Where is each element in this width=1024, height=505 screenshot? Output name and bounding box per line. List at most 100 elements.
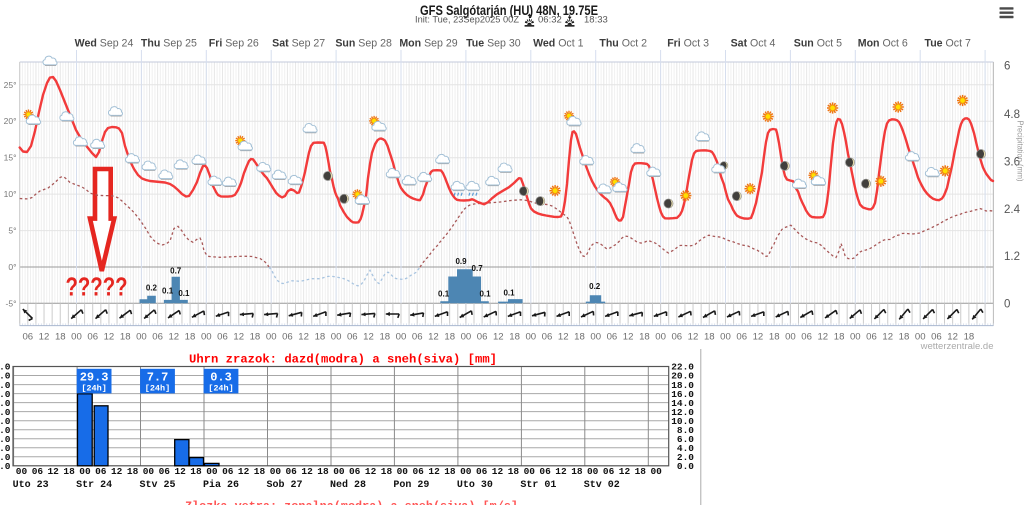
- svg-text:20°: 20°: [4, 116, 17, 126]
- svg-text:6.0: 6.0: [0, 434, 11, 445]
- svg-text:2.0: 2.0: [677, 452, 694, 463]
- svg-text:Wed Oct 1: Wed Oct 1: [533, 38, 584, 50]
- svg-text:18: 18: [120, 332, 131, 343]
- svg-text:00: 00: [333, 466, 345, 477]
- svg-text:18.0: 18.0: [0, 380, 11, 391]
- svg-text:12: 12: [882, 332, 893, 343]
- svg-text:00: 00: [785, 332, 796, 343]
- svg-text:2.0: 2.0: [0, 452, 11, 463]
- svg-text:Sun Sep 28: Sun Sep 28: [335, 38, 392, 50]
- svg-text:06: 06: [736, 332, 747, 343]
- svg-text:Wed Sep 24: Wed Sep 24: [75, 38, 134, 50]
- svg-text:Sun Oct 5: Sun Oct 5: [794, 38, 842, 50]
- svg-text:18: 18: [444, 332, 455, 343]
- svg-text:Fri Sep 26: Fri Sep 26: [209, 38, 259, 50]
- svg-text:Mon Oct 6: Mon Oct 6: [858, 38, 908, 50]
- svg-text:20.0: 20.0: [0, 371, 11, 382]
- svg-text:Mon Sep 29: Mon Sep 29: [399, 38, 457, 50]
- svg-text:[24h]: [24h]: [208, 384, 234, 394]
- svg-text:14.0: 14.0: [671, 398, 694, 409]
- svg-text:06: 06: [801, 332, 812, 343]
- svg-text:12: 12: [619, 466, 631, 477]
- svg-text:06: 06: [32, 466, 44, 477]
- svg-text:6: 6: [1004, 61, 1010, 73]
- svg-text:06: 06: [22, 332, 33, 343]
- svg-text:4.0: 4.0: [677, 443, 694, 454]
- svg-text:12: 12: [365, 466, 377, 477]
- svg-text:18: 18: [444, 466, 456, 477]
- svg-text:12.0: 12.0: [671, 407, 694, 418]
- svg-text:00: 00: [71, 332, 82, 343]
- svg-text:00: 00: [266, 332, 277, 343]
- svg-text:06: 06: [671, 332, 682, 343]
- svg-text:18: 18: [964, 332, 975, 343]
- svg-text:0.1: 0.1: [178, 289, 190, 298]
- svg-text:14.0: 14.0: [0, 398, 11, 409]
- svg-text:12: 12: [363, 332, 374, 343]
- svg-text:10.0: 10.0: [0, 416, 11, 427]
- svg-text:18: 18: [185, 332, 196, 343]
- svg-text:00: 00: [397, 466, 409, 477]
- svg-text:12: 12: [233, 332, 244, 343]
- svg-text:29.3: 29.3: [80, 371, 109, 385]
- svg-text:18: 18: [508, 466, 520, 477]
- svg-text:00: 00: [524, 466, 536, 477]
- svg-text:00: 00: [655, 332, 666, 343]
- svg-text:18: 18: [704, 332, 715, 343]
- svg-text:12: 12: [623, 332, 634, 343]
- svg-text:18: 18: [381, 466, 393, 477]
- svg-text:18: 18: [639, 332, 650, 343]
- svg-text:15°: 15°: [4, 153, 17, 163]
- svg-text:06: 06: [87, 332, 98, 343]
- svg-text:00: 00: [587, 466, 599, 477]
- svg-text:0.9: 0.9: [455, 257, 467, 266]
- svg-text:-5°: -5°: [6, 298, 17, 308]
- svg-text:[24h]: [24h]: [81, 384, 107, 394]
- svg-text:18: 18: [635, 466, 647, 477]
- svg-text:Uhrn zrazok: dazd(modra) a sne: Uhrn zrazok: dazd(modra) a sneh(siva) [m…: [189, 353, 497, 367]
- svg-text:06: 06: [222, 466, 234, 477]
- svg-text:06: 06: [476, 466, 488, 477]
- svg-text:Zlozka vetra: zonalna(modra) a: Zlozka vetra: zonalna(modra) a sneh(siva…: [185, 500, 518, 505]
- svg-text:12: 12: [47, 466, 59, 477]
- svg-text:1.2: 1.2: [1004, 251, 1020, 263]
- svg-text:06: 06: [412, 466, 424, 477]
- svg-text:06: 06: [542, 332, 553, 343]
- svg-text:18: 18: [127, 466, 139, 477]
- svg-text:06: 06: [282, 332, 293, 343]
- svg-text:12: 12: [947, 332, 958, 343]
- svg-text:06: 06: [217, 332, 228, 343]
- svg-text:Init: Tue, 23Sep2025 00Z: Init: Tue, 23Sep2025 00Z: [415, 15, 519, 26]
- svg-text:2.4: 2.4: [1004, 204, 1021, 216]
- svg-text:18.0: 18.0: [671, 380, 694, 391]
- svg-text:00: 00: [915, 332, 926, 343]
- svg-text:18: 18: [190, 466, 202, 477]
- svg-text:Precipitation (mm): Precipitation (mm): [1016, 121, 1024, 182]
- svg-text:12: 12: [817, 332, 828, 343]
- svg-text:00: 00: [460, 466, 472, 477]
- svg-text:18: 18: [250, 332, 261, 343]
- svg-text:06: 06: [412, 332, 423, 343]
- svg-text:00: 00: [16, 466, 28, 477]
- svg-text:0.1: 0.1: [479, 289, 491, 298]
- svg-text:18: 18: [317, 466, 329, 477]
- svg-text:12: 12: [39, 332, 50, 343]
- svg-text:06: 06: [152, 332, 163, 343]
- svg-text:18: 18: [254, 466, 266, 477]
- svg-text:06: 06: [607, 332, 618, 343]
- svg-text:18: 18: [55, 332, 66, 343]
- svg-text:25°: 25°: [4, 80, 17, 90]
- svg-text:12: 12: [104, 332, 115, 343]
- svg-text:00: 00: [136, 332, 147, 343]
- svg-text:0.2: 0.2: [146, 284, 158, 293]
- svg-text:0.7: 0.7: [472, 264, 484, 273]
- svg-text:12: 12: [753, 332, 764, 343]
- svg-text:20.0: 20.0: [671, 371, 694, 382]
- svg-text:0.3: 0.3: [210, 371, 232, 385]
- svg-text:18: 18: [379, 332, 390, 343]
- svg-text:Str 01: Str 01: [520, 480, 556, 491]
- svg-text:8.0: 8.0: [0, 425, 11, 436]
- svg-text:06: 06: [159, 466, 171, 477]
- svg-text:18: 18: [571, 466, 583, 477]
- svg-text:06: 06: [477, 332, 488, 343]
